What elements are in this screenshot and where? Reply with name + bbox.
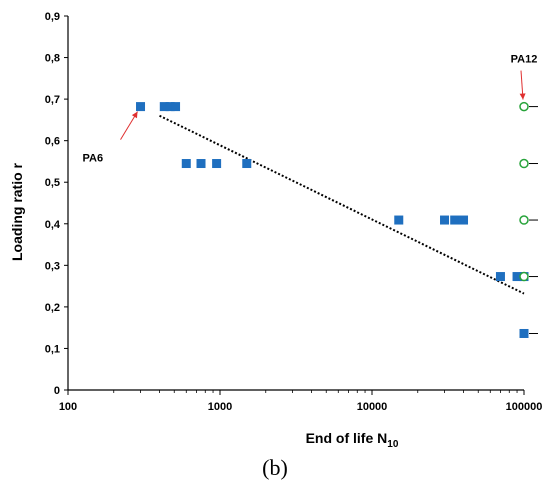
trendline-group — [159, 114, 525, 295]
pa12-label: PA12 — [511, 54, 538, 66]
pa12-point — [519, 271, 529, 282]
pa6-point — [450, 215, 460, 225]
pa6-point — [165, 102, 175, 112]
pa6-point — [171, 102, 181, 112]
x-tick-label: 100000 — [506, 401, 543, 413]
x-tick-label: 10000 — [357, 401, 388, 413]
y-tick-label: 0,1 — [45, 343, 60, 355]
y-tick-label: 0,4 — [45, 219, 61, 231]
data-points — [136, 101, 529, 338]
y-tick-label: 0,8 — [45, 53, 60, 65]
pa6-point — [495, 272, 505, 282]
y-tick-label: 0,7 — [45, 94, 60, 106]
pa6-point — [242, 159, 252, 169]
pa6-point — [519, 328, 529, 338]
ticks: 0 0,1 0,2 0,3 0,4 0,5 0,6 0,7 0,8 0,9 100 1000 10000… — [45, 11, 543, 413]
pa6-point — [159, 102, 169, 112]
pa6-point — [394, 215, 404, 225]
pa6-point — [512, 272, 522, 282]
pa6-arrow-head — [131, 111, 138, 119]
annotations: PA6 PA12 — [83, 54, 538, 165]
pa6-point — [212, 159, 222, 169]
x-axis-title-main: End of life N — [306, 430, 388, 446]
figure-caption: (b) — [262, 455, 288, 480]
y-tick-label: 0,9 — [45, 11, 60, 23]
pa12-point — [519, 158, 529, 169]
fatigue-chart: 0 0,1 0,2 0,3 0,4 0,5 0,6 0,7 0,8 0,9 100 1000 10000… — [9, 11, 543, 450]
y-tick-label: 0,6 — [45, 136, 60, 148]
pa6-label: PA6 — [83, 153, 104, 165]
trendline — [159, 114, 525, 295]
x-axis-title-sub: 10 — [387, 439, 399, 450]
x-tick-label: 100 — [59, 401, 77, 413]
y-tick-label: 0,2 — [45, 302, 60, 314]
pa6-point — [459, 215, 469, 225]
y-tick-label: 0,5 — [45, 177, 60, 189]
y-tick-label: 0 — [54, 385, 60, 397]
pa6-point — [181, 159, 191, 169]
axes — [67, 16, 524, 391]
pa6-point — [440, 215, 450, 225]
pa12-point — [519, 101, 529, 112]
y-axis-title: Loading ratio r — [9, 162, 25, 261]
y-tick-label: 0,3 — [45, 260, 60, 272]
x-tick-label: 1000 — [208, 401, 232, 413]
pa6-point — [196, 159, 206, 169]
pa6-point — [136, 102, 146, 112]
runout-lines — [529, 106, 538, 334]
x-axis-title: End of life N10 — [306, 430, 399, 450]
pa12-point — [519, 215, 529, 225]
pa12-arrow-head — [519, 93, 526, 100]
